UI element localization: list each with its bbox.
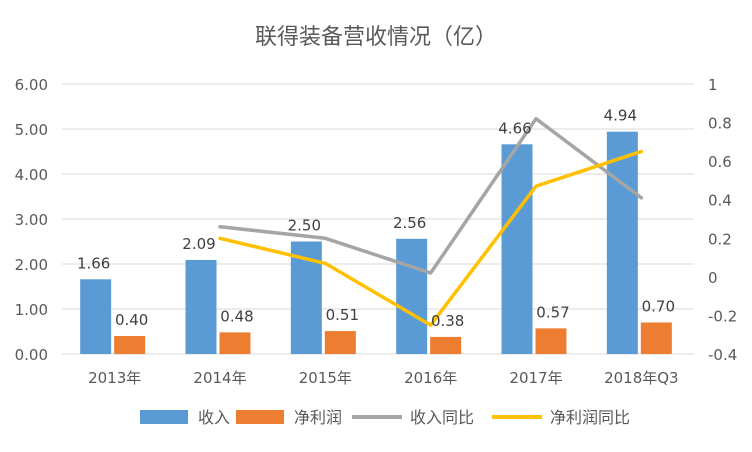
bar-net-profit bbox=[535, 328, 567, 354]
line-net-profit-yoy bbox=[218, 149, 644, 327]
y-right-tick-label: 0.2 bbox=[708, 230, 732, 248]
bar-revenue bbox=[396, 238, 428, 354]
legend-label: 净利润 bbox=[294, 408, 342, 427]
axes: 0.00 1.00 2.00 3.00 4.00 5.00 6.00 -0.4 -0.2 0 0.2… bbox=[15, 76, 738, 387]
bar-data-label: 0.38 bbox=[431, 312, 464, 330]
y-right-tick-label: 0.8 bbox=[708, 115, 732, 133]
legend-label: 收入同比 bbox=[410, 408, 474, 427]
legend-swatch bbox=[236, 410, 284, 424]
bar-data-label: 1.66 bbox=[77, 254, 110, 272]
bar-data-label: 0.40 bbox=[115, 311, 148, 329]
bar-data-label: 0.70 bbox=[642, 298, 675, 316]
bar-revenue bbox=[606, 131, 638, 354]
y-right-tick-label: 0.6 bbox=[708, 153, 732, 171]
y-left-tick-label: 0.00 bbox=[15, 346, 48, 364]
lines bbox=[218, 116, 644, 327]
bar-data-label: 4.94 bbox=[604, 107, 637, 125]
line-revenue-yoy bbox=[218, 116, 644, 275]
bar-net-profit bbox=[219, 332, 251, 354]
chart-title: 联得装备营收情况（亿） bbox=[255, 25, 497, 50]
bar-data-label: 2.56 bbox=[393, 214, 426, 232]
x-tick-label: 2015年 bbox=[299, 369, 352, 387]
legend-label: 收入 bbox=[198, 408, 230, 427]
y-right-tick-label: -0.2 bbox=[708, 307, 737, 325]
x-tick-label: 2017年 bbox=[509, 369, 562, 387]
x-tick-label: 2014年 bbox=[193, 369, 246, 387]
bar-data-label: 0.51 bbox=[326, 306, 359, 324]
bar-net-profit bbox=[640, 322, 672, 354]
legend-swatch bbox=[140, 410, 188, 424]
bar-data-label: 0.57 bbox=[536, 303, 569, 321]
bar-data-label: 0.48 bbox=[220, 307, 253, 325]
y-right-tick-label: 0 bbox=[708, 269, 718, 287]
y-left-tick-label: 6.00 bbox=[15, 76, 48, 94]
bar-data-label: 2.50 bbox=[288, 217, 321, 235]
y-left-tick-label: 3.00 bbox=[15, 211, 48, 229]
x-tick-label: 2016年 bbox=[404, 369, 457, 387]
bar-revenue bbox=[185, 259, 217, 354]
y-right-tick-label: 0.4 bbox=[708, 192, 732, 210]
y-left-tick-label: 2.00 bbox=[15, 256, 48, 274]
y-left-tick-label: 1.00 bbox=[15, 301, 48, 319]
bar-net-profit bbox=[430, 336, 462, 354]
legend-label: 净利润同比 bbox=[550, 408, 630, 427]
y-right-tick-label: -0.4 bbox=[708, 346, 737, 364]
x-tick-label: 2013年 bbox=[88, 369, 141, 387]
bar-net-profit bbox=[114, 336, 146, 354]
legend: 收入 净利润 收入同比 净利润同比 bbox=[140, 408, 630, 427]
bar-data-label: 4.66 bbox=[498, 119, 531, 137]
bar-revenue bbox=[80, 279, 112, 354]
y-left-tick-label: 5.00 bbox=[15, 121, 48, 139]
bar-data-label: 2.09 bbox=[182, 235, 215, 253]
bars bbox=[80, 131, 672, 354]
gridlines bbox=[62, 83, 694, 355]
data-labels: 1.66 2.09 2.50 2.56 4.66 4.94 0.40 0.48 0.51 0.38… bbox=[77, 107, 675, 330]
y-right-tick-label: 1 bbox=[708, 76, 718, 94]
bar-revenue bbox=[501, 144, 533, 354]
bar-net-profit bbox=[324, 331, 356, 354]
y-left-tick-label: 4.00 bbox=[15, 166, 48, 184]
x-tick-label: 2018年Q3 bbox=[604, 369, 679, 387]
